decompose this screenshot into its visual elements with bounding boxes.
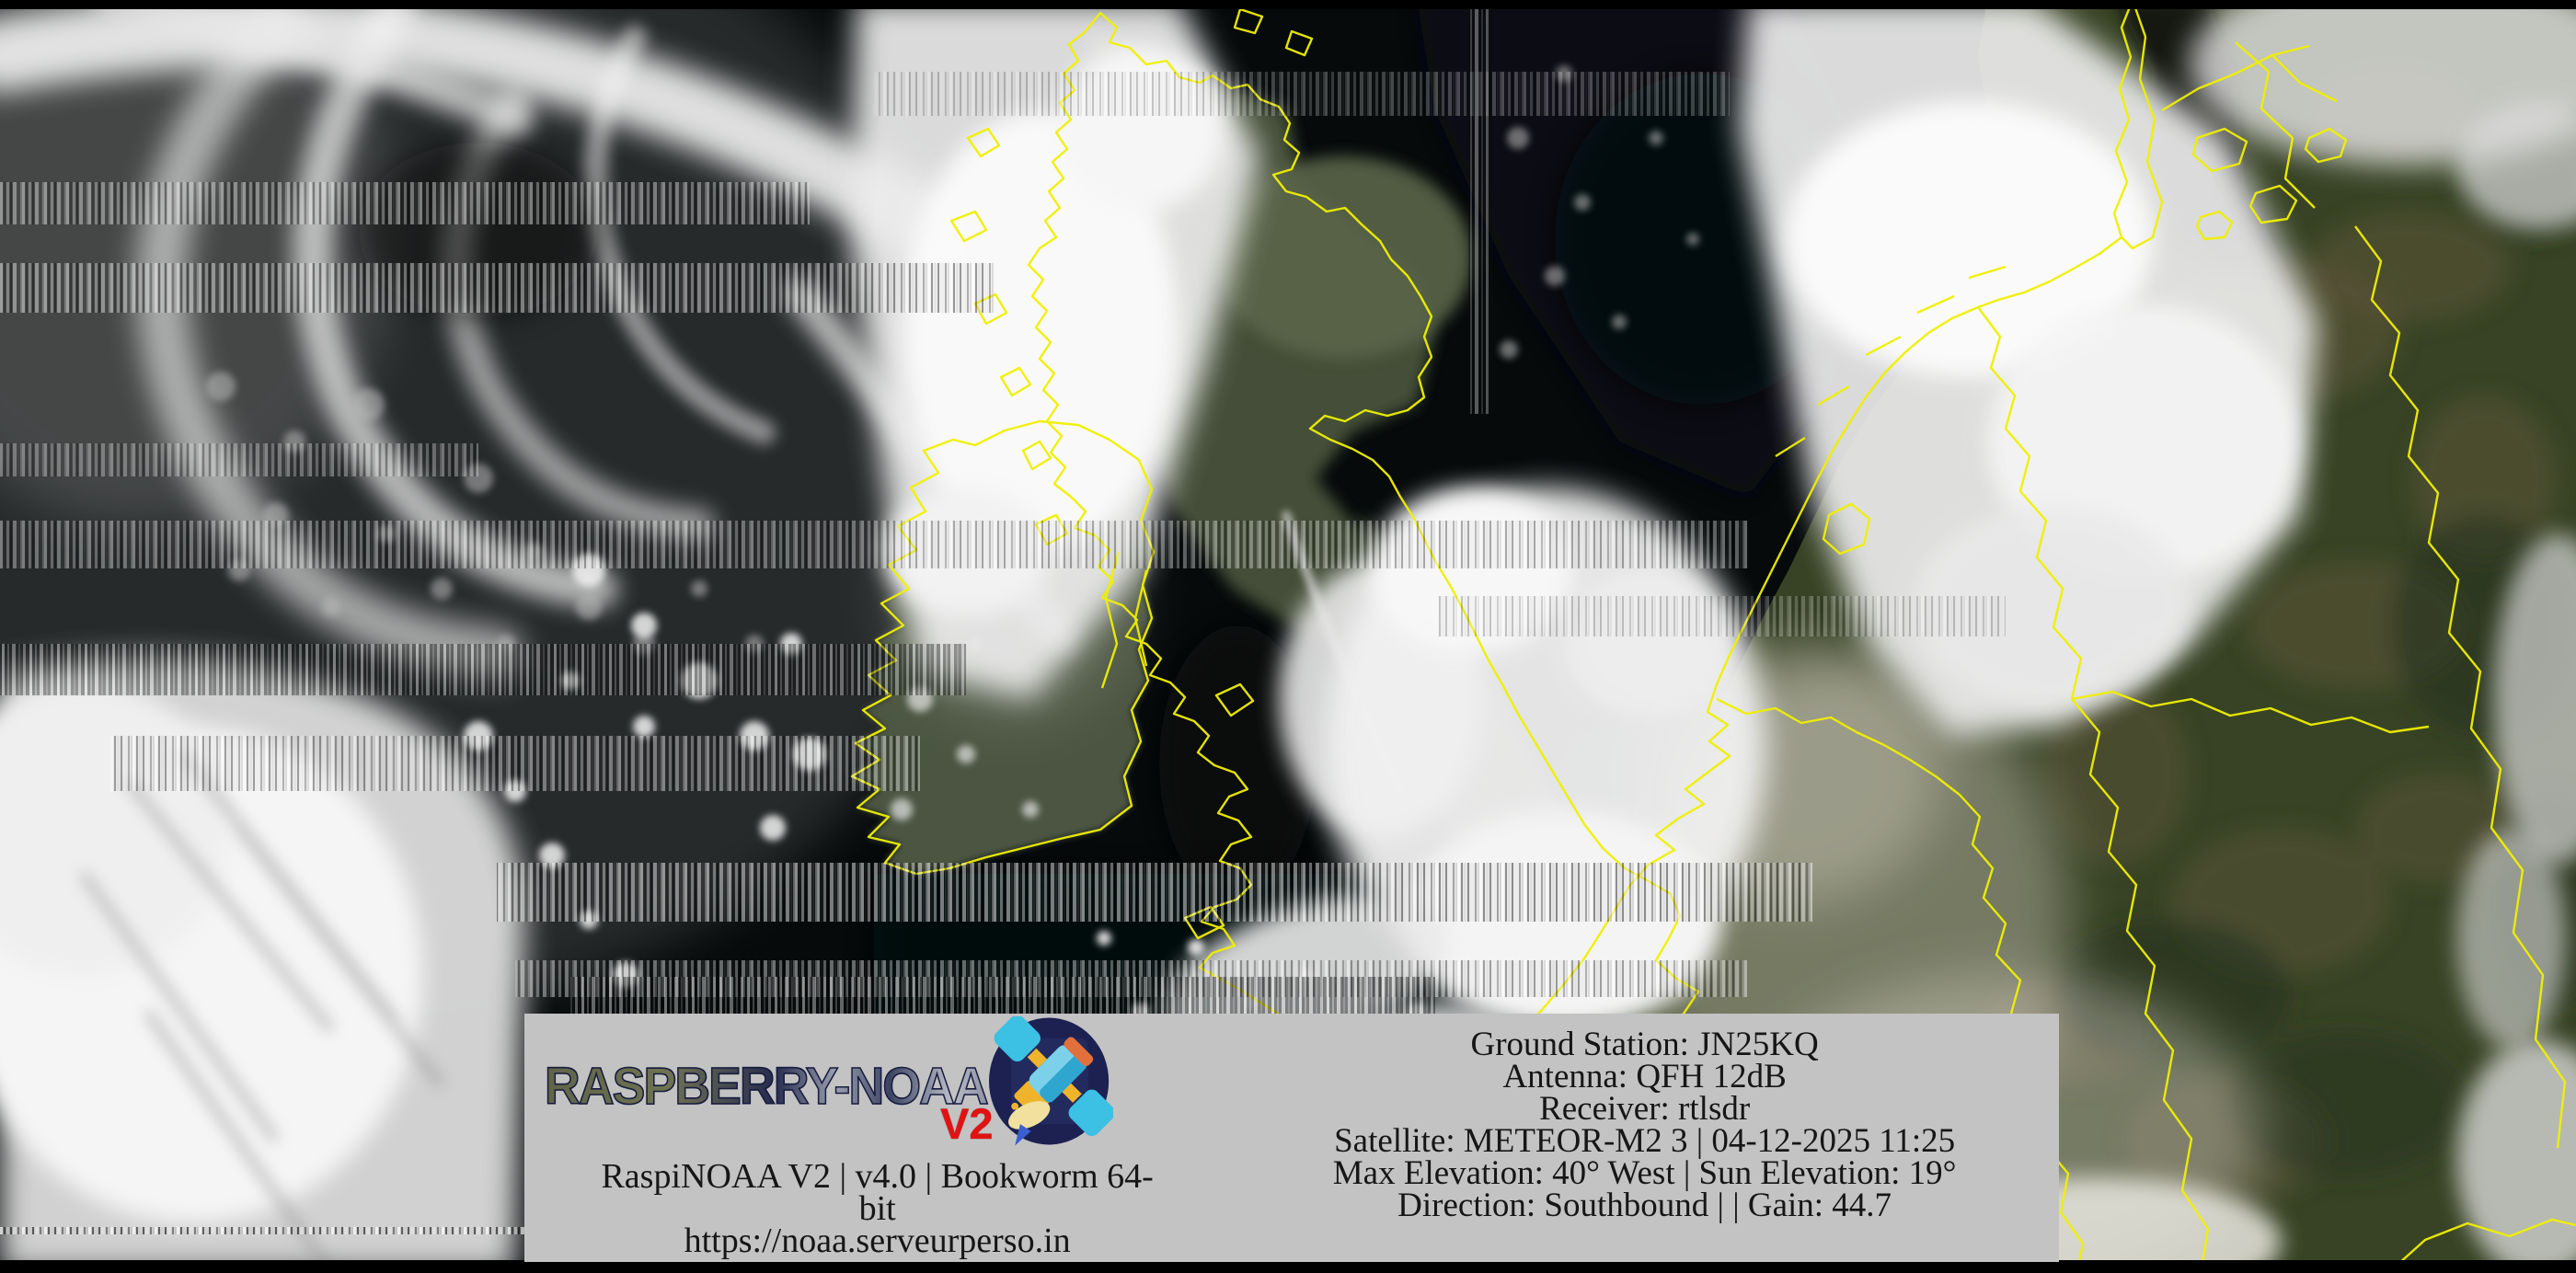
direction-gain-line: Direction: Southbound | | Gain: 44.7 — [1397, 1187, 1892, 1224]
raspberry-noaa-wordmark: RASPBERRY-NOAA — [544, 1056, 989, 1117]
receiver-line: Receiver: rtlsdr — [1539, 1090, 1751, 1128]
satellite-line: Satellite: METEOR-M2 3 | 04-12-2025 11:2… — [1334, 1122, 1956, 1160]
antenna-line: Antenna: QFH 12dB — [1502, 1058, 1787, 1095]
signal-glitch-bands — [0, 0, 2006, 1234]
ground-station-line: Ground Station: JN25KQ — [1470, 1026, 1819, 1063]
v2-badge: V2 — [940, 1099, 994, 1148]
station-url: https://noaa.serveurperso.in — [684, 1221, 1071, 1260]
pass-details-block: Ground Station: JN25KQ Antenna: QFH 12dB… — [1230, 1014, 2059, 1262]
software-version-line: RaspiNOAA V2 | v4.0 | Bookworm 64- — [601, 1157, 1154, 1196]
raspberry-noaa-logo: RASPBERRY-NOAA V2 — [524, 1014, 1230, 1161]
branding-block: RASPBERRY-NOAA V2 Ra — [524, 1014, 1230, 1262]
pass-info-banner: RASPBERRY-NOAA V2 Ra — [524, 1014, 2059, 1262]
elevation-line: Max Elevation: 40° West | Sun Elevation:… — [1332, 1154, 1957, 1192]
software-version-line-wrap: bit — [858, 1189, 896, 1228]
satellite-emblem-icon — [988, 1016, 1113, 1146]
